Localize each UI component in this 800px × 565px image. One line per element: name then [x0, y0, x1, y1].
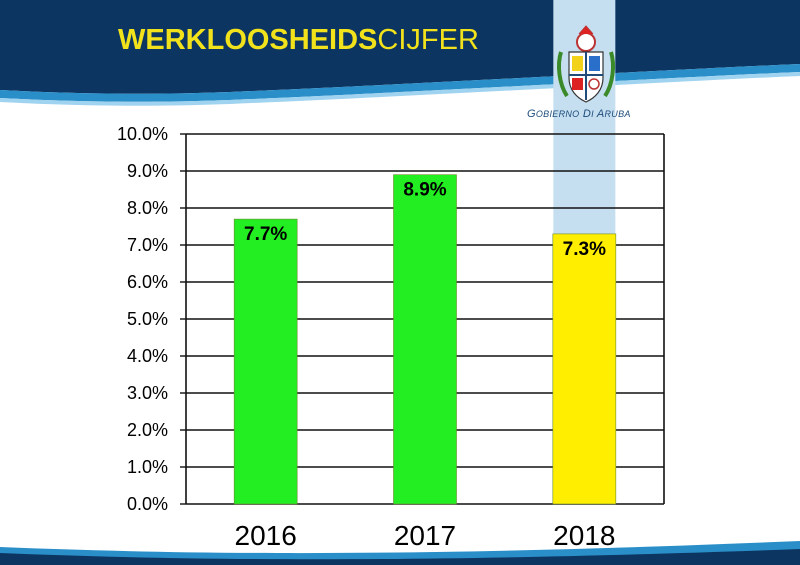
y-tick-label: 3.0%: [127, 383, 168, 403]
y-tick-label: 7.0%: [127, 235, 168, 255]
bar-2018: [552, 233, 617, 505]
bar-2017: [393, 174, 457, 505]
data-label: 7.3%: [563, 239, 606, 260]
y-tick-label: 2.0%: [127, 420, 168, 440]
data-label: 8.9%: [403, 180, 446, 201]
y-tick-label: 0.0%: [127, 494, 168, 514]
y-tick-label: 1.0%: [127, 457, 168, 477]
y-tick-label: 5.0%: [127, 309, 168, 329]
y-tick-label: 9.0%: [127, 161, 168, 181]
coat-of-arms-icon: [557, 25, 615, 103]
y-tick-label: 4.0%: [127, 346, 168, 366]
page-title: WERKLOOSHEIDSCIJFER: [118, 22, 479, 58]
data-label: 7.7%: [244, 224, 287, 245]
footer-wave: [0, 541, 800, 565]
y-tick-label: 8.0%: [127, 198, 168, 218]
y-tick-label: 6.0%: [127, 272, 168, 292]
x-tick-label: 2018: [553, 520, 615, 551]
logo-caption: GOBIERNO DI ARUBA: [527, 108, 631, 120]
title-bold: WERKLOOSHEIDS: [118, 24, 378, 56]
y-tick-label: 10.0%: [117, 124, 168, 144]
title-light: CIJFER: [377, 24, 479, 56]
bar-2016: [233, 218, 298, 505]
x-tick-label: 2016: [235, 520, 297, 551]
x-tick-label: 2017: [394, 520, 456, 551]
